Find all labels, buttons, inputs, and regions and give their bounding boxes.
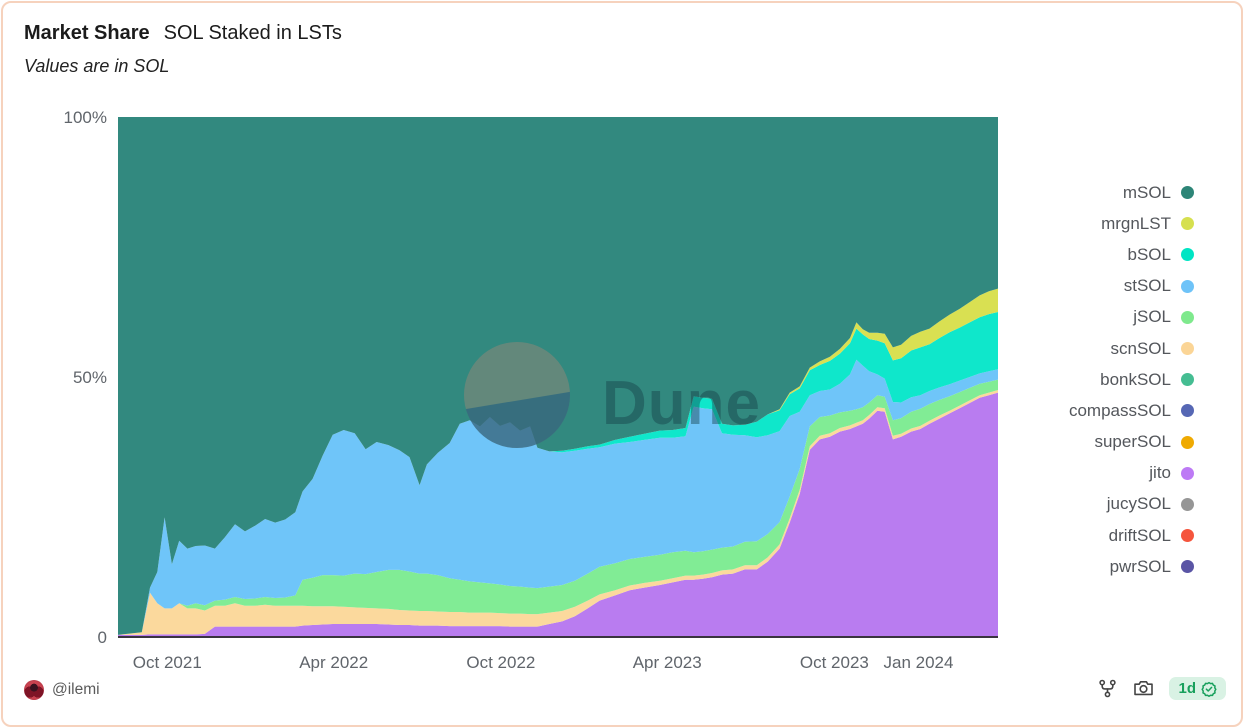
attribution[interactable]: @ilemi: [24, 680, 100, 700]
legend-swatch-icon: [1181, 466, 1194, 480]
y-tick-label: 50%: [73, 368, 107, 387]
legend-label: jSOL: [1133, 307, 1171, 327]
area-scnSOL[interactable]: [118, 390, 998, 635]
legend-label: driftSOL: [1108, 525, 1171, 545]
chart-actions: 1d: [1097, 677, 1226, 700]
verified-check-icon: [1201, 681, 1217, 697]
area-stSOL[interactable]: [118, 359, 998, 635]
legend-label: superSOL: [1094, 432, 1171, 452]
legend-swatch-icon: [1181, 435, 1194, 449]
x-tick-label: Jan 2024: [884, 653, 954, 672]
legend-swatch-icon: [1181, 186, 1194, 200]
data-age: 1d: [1178, 680, 1196, 697]
area-jito[interactable]: [118, 392, 998, 637]
legend-label: compassSOL: [1068, 400, 1171, 420]
legend-swatch-icon: [1181, 529, 1194, 543]
fork-icon: [1099, 679, 1117, 698]
page-title: Market Share SOL Staked in LSTs: [24, 22, 342, 45]
author-handle[interactable]: @ilemi: [52, 681, 100, 698]
chart-subtitle: Values are in SOL: [24, 56, 170, 76]
y-tick-label: 0: [98, 628, 107, 647]
legend-swatch-icon: [1181, 373, 1194, 387]
legend-swatch-icon: [1181, 248, 1194, 262]
legend-swatch-icon: [1181, 560, 1194, 574]
legend-item-scnSOL[interactable]: scnSOL: [1069, 333, 1194, 364]
legend-item-driftSOL[interactable]: driftSOL: [1069, 520, 1194, 551]
legend-label: jito: [1149, 463, 1171, 483]
area-jSOL[interactable]: [118, 379, 998, 635]
legend-item-jito[interactable]: jito: [1069, 458, 1194, 489]
legend-label: mSOL: [1122, 182, 1171, 202]
fork-button[interactable]: [1097, 678, 1118, 699]
legend-swatch-icon: [1181, 404, 1194, 418]
legend-label: jucySOL: [1106, 494, 1171, 514]
x-tick-label: Oct 2021: [133, 653, 202, 672]
legend-label: bonkSOL: [1100, 369, 1171, 389]
legend-label: mrgnLST: [1101, 213, 1171, 233]
axis-ticks: Oct 2021 Apr 2022 Oct 2022 Apr 2023 Oct 2023…: [64, 108, 954, 672]
author-avatar: [24, 680, 44, 700]
x-tick-label: Oct 2023: [800, 653, 869, 672]
x-tick-label: Apr 2022: [299, 653, 368, 672]
legend-swatch-icon: [1181, 497, 1194, 511]
data-freshness-badge[interactable]: 1d: [1169, 677, 1226, 700]
area-series-group: [118, 117, 998, 637]
legend-item-mrgnLST[interactable]: mrgnLST: [1069, 208, 1194, 239]
legend-label: stSOL: [1123, 276, 1171, 296]
x-tick-label: Oct 2022: [466, 653, 535, 672]
legend-item-superSOL[interactable]: superSOL: [1069, 427, 1194, 458]
legend-swatch-icon: [1181, 217, 1194, 231]
legend-label: scnSOL: [1110, 338, 1171, 358]
legend-swatch-icon: [1181, 342, 1194, 356]
legend-swatch-icon: [1181, 279, 1194, 293]
legend-item-pwrSOL[interactable]: pwrSOL: [1069, 551, 1194, 582]
legend-item-bSOL[interactable]: bSOL: [1069, 239, 1194, 270]
legend-label: pwrSOL: [1109, 556, 1171, 576]
legend-item-mSOL[interactable]: mSOL: [1069, 177, 1194, 208]
legend-label: bSOL: [1127, 244, 1171, 264]
legend-item-jSOL[interactable]: jSOL: [1069, 302, 1194, 333]
chart-title: Market Share: [24, 22, 150, 44]
y-tick-label: 100%: [64, 108, 107, 127]
legend-swatch-icon: [1181, 310, 1194, 324]
legend-item-bonkSOL[interactable]: bonkSOL: [1069, 364, 1194, 395]
camera-icon: [1134, 681, 1154, 696]
screenshot-button[interactable]: [1133, 678, 1154, 699]
x-tick-label: Apr 2023: [633, 653, 702, 672]
legend-item-jucySOL[interactable]: jucySOL: [1069, 489, 1194, 520]
chart-legend: mSOL mrgnLST bSOL stSOL jSOL scnSOL bonkSOL com…: [1069, 177, 1194, 582]
legend-item-compassSOL[interactable]: compassSOL: [1069, 395, 1194, 426]
chart-title-suffix: SOL Staked in LSTs: [163, 22, 342, 44]
legend-item-stSOL[interactable]: stSOL: [1069, 271, 1194, 302]
